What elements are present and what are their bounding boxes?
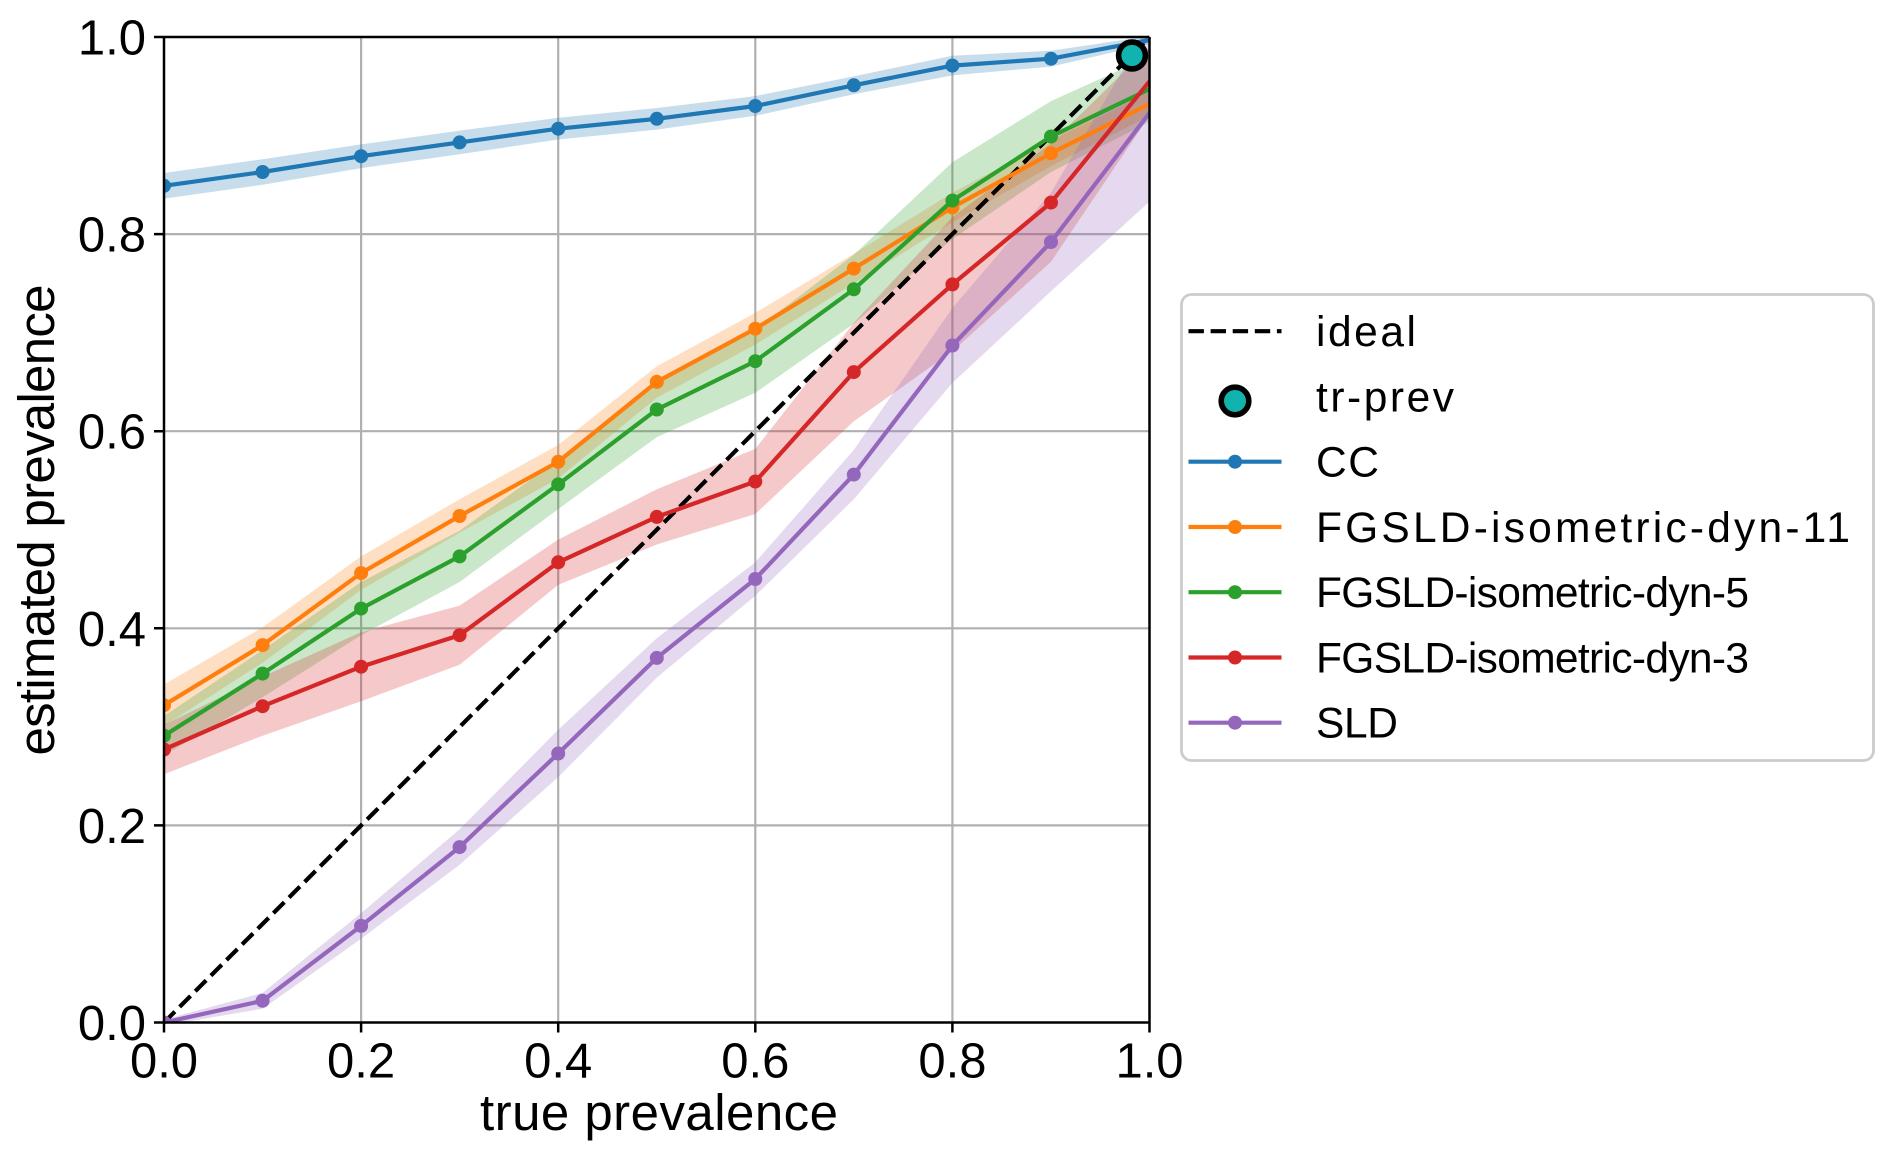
- svg-text:estimated prevalence: estimated prevalence: [8, 285, 65, 756]
- svg-text:0.6: 0.6: [78, 406, 146, 460]
- svg-text:0.2: 0.2: [78, 800, 146, 854]
- svg-text:0.4: 0.4: [524, 1035, 592, 1089]
- svg-text:1.0: 1.0: [1115, 1035, 1183, 1089]
- svg-text:0.4: 0.4: [78, 603, 146, 657]
- svg-text:FGSLD-isometric-dyn-3: FGSLD-isometric-dyn-3: [1316, 636, 1749, 683]
- svg-text:1.0: 1.0: [78, 12, 146, 66]
- svg-text:FGSLD-isometric-dyn-5: FGSLD-isometric-dyn-5: [1316, 570, 1749, 617]
- svg-text:tr-prev: tr-prev: [1316, 375, 1455, 422]
- svg-text:0.8: 0.8: [78, 209, 146, 263]
- svg-text:0.2: 0.2: [327, 1035, 395, 1089]
- svg-text:0.0: 0.0: [78, 997, 146, 1051]
- svg-text:0.8: 0.8: [918, 1035, 986, 1089]
- svg-text:SLD: SLD: [1316, 701, 1398, 748]
- svg-text:0.0: 0.0: [130, 1035, 198, 1089]
- svg-text:true prevalence: true prevalence: [480, 1084, 838, 1141]
- svg-text:ideal: ideal: [1316, 309, 1416, 356]
- svg-text:FGSLD-isometric-dyn-11: FGSLD-isometric-dyn-11: [1316, 505, 1850, 552]
- svg-text:CC: CC: [1316, 440, 1379, 487]
- svg-text:0.6: 0.6: [721, 1035, 789, 1089]
